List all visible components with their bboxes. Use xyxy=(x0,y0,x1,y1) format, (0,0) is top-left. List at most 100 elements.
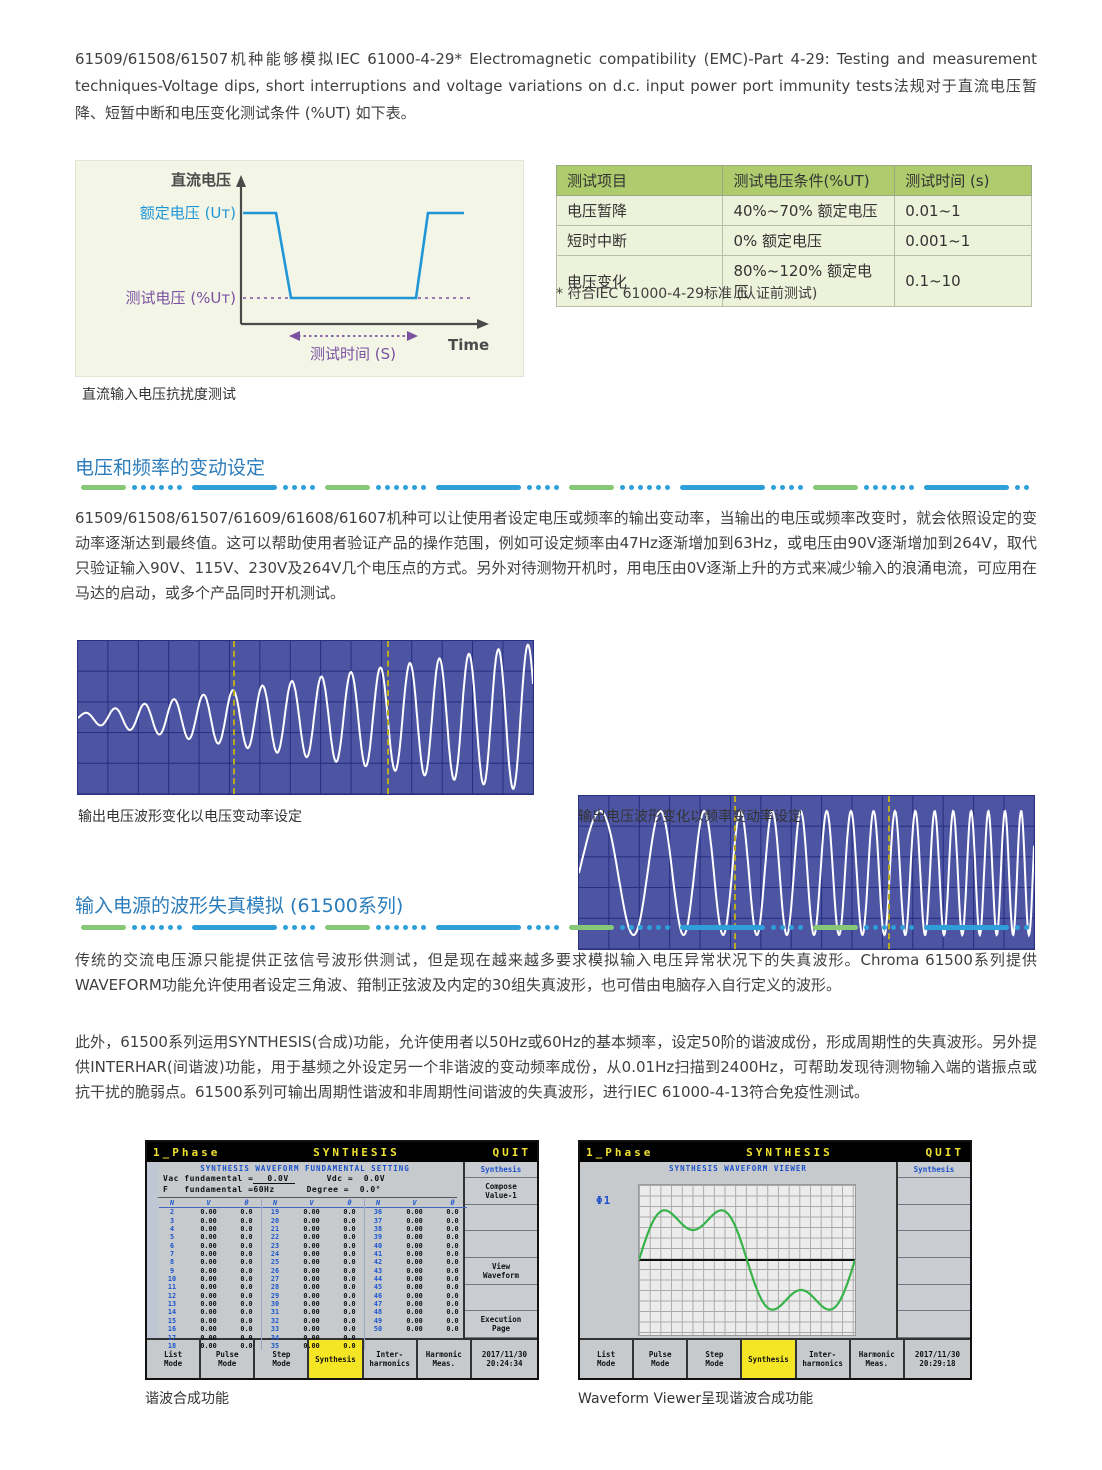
harmonics-cell: 0.00 xyxy=(303,1275,320,1284)
vdc-value: 0.0V xyxy=(363,1174,386,1183)
harmonics-cell: 30 xyxy=(270,1300,280,1309)
intro-paragraph: 61509/61508/61507机种能够模拟IEC 61000-4-29* E… xyxy=(75,50,1037,122)
voltage-dip-figure: 直流电压 额定电压 (Uт) 测试电压 (%Uт) Time 测试时间 (S) xyxy=(126,171,490,363)
harmonics-cell: 0.0 xyxy=(240,1233,253,1242)
harmonics-cell: 0.0 xyxy=(240,1333,253,1342)
decorative-divider xyxy=(75,484,1033,490)
harmonics-cell: 0.0 xyxy=(343,1266,356,1275)
soft-key-blank xyxy=(898,1231,970,1259)
harmonics-cell: 19 xyxy=(270,1208,280,1217)
scope-figure-voltage-slew xyxy=(77,640,534,795)
test-condition-table: 测试项目 测试电压条件(%UT) 测试时间 (s) 电压暂降 40%~70% 额定… xyxy=(555,165,1032,307)
quit-button: QUIT xyxy=(925,1145,964,1159)
synthesis-table-area: SYNTHESIS WAVEFORM FUNDAMENTAL SETTING V… xyxy=(147,1162,467,1351)
harmonics-cell: 0.00 xyxy=(406,1291,423,1300)
harmonics-cell: 0.0 xyxy=(446,1225,459,1234)
screen-subtitle: SYNTHESIS WAVEFORM FUNDAMENTAL SETTING xyxy=(200,1164,410,1173)
viewer-plot-area: SYNTHESIS WAVEFORM VIEWER Φ1 xyxy=(580,1162,898,1338)
screen-subtitle: SYNTHESIS WAVEFORM VIEWER xyxy=(669,1164,807,1173)
harmonics-cell: 0.0 xyxy=(446,1283,459,1292)
mode-button-pulse-mode: Pulse Mode xyxy=(634,1340,689,1378)
degree-value: 0.0° xyxy=(359,1185,381,1194)
harmonics-cell: 0.00 xyxy=(406,1275,423,1284)
harmonics-cell: 0.00 xyxy=(200,1283,217,1292)
harmonics-cell: 29 xyxy=(270,1291,280,1300)
harmonics-cell: 0.00 xyxy=(303,1333,320,1342)
soft-key-blank xyxy=(898,1311,970,1339)
scope-marker-line xyxy=(387,641,390,794)
harmonics-cell: 0.0 xyxy=(343,1333,356,1342)
harmonics-cell: 0.0 xyxy=(343,1341,356,1350)
harmonics-cell: 0.0 xyxy=(343,1308,356,1317)
harmonics-cell: 0.0 xyxy=(446,1216,459,1225)
harmonics-cell: 0.00 xyxy=(303,1341,320,1350)
harmonics-cell: 3 xyxy=(169,1216,175,1225)
section1-paragraph: 61509/61508/61507/61609/61608/61607机种可以让… xyxy=(75,509,1037,602)
panel-header: Synthesis xyxy=(898,1162,970,1178)
harmonics-cell: 0.0 xyxy=(240,1308,253,1317)
harmonics-cell: 0.00 xyxy=(303,1225,320,1234)
harmonics-cell: 0.0 xyxy=(343,1300,356,1309)
harmonics-cell: 0.00 xyxy=(200,1266,217,1275)
harmonics-cell: 35 xyxy=(270,1341,280,1350)
harmonics-cell: 0.00 xyxy=(406,1308,423,1317)
harmonics-cell: 49 xyxy=(373,1316,383,1325)
mode-button-synthesis: Synthesis xyxy=(309,1340,364,1378)
mode-button-pulse-mode: Pulse Mode xyxy=(201,1340,256,1378)
harmonics-cell: 41 xyxy=(373,1250,383,1259)
table-cell: 0% 额定电压 xyxy=(722,225,896,256)
harmonics-row: 9 0.00 0.0 26 0.00 0.0 43 0.00 0.0 xyxy=(147,1266,463,1276)
harmonics-cell: 0.0 xyxy=(343,1233,356,1242)
table-cell: 0.001~1 xyxy=(894,225,1032,256)
harmonics-cell: 0.0 xyxy=(446,1316,459,1325)
harmonics-cell: 0.00 xyxy=(200,1225,217,1234)
harmonics-cell: 0.0 xyxy=(240,1216,253,1225)
soft-key-blank xyxy=(898,1258,970,1285)
harmonics-cell: 0.0 xyxy=(343,1325,356,1334)
harmonics-cell: 0.00 xyxy=(406,1208,423,1217)
harmonics-cell: 0.0 xyxy=(446,1275,459,1284)
harmonics-cell: 0.00 xyxy=(200,1275,217,1284)
scope-marker-line xyxy=(232,641,235,794)
harmonics-cell: 39 xyxy=(373,1233,383,1242)
harmonics-row: 13 0.00 0.0 30 0.00 0.0 47 0.00 0.0 xyxy=(147,1300,463,1309)
harmonics-cell: 25 xyxy=(270,1258,280,1267)
phase-indicator: 1_Phase xyxy=(586,1145,654,1159)
mode-button-list-mode: List Mode xyxy=(580,1340,635,1378)
harmonics-row: 18 0.00 0.0 35 0.00 0.0 xyxy=(147,1341,463,1351)
decorative-divider xyxy=(75,924,1033,930)
harmonics-cell: 0.00 xyxy=(303,1258,320,1267)
mode-button-step-mode: Step Mode xyxy=(255,1340,310,1378)
soft-key-blank xyxy=(898,1205,970,1232)
harmonics-cell: 0.0 xyxy=(240,1258,253,1267)
diagram-rated-voltage-label: 额定电压 (Uт) xyxy=(140,204,236,222)
table-cell: 电压暂降 xyxy=(555,195,724,226)
harmonics-cell: 0.00 xyxy=(303,1208,320,1217)
harmonics-cell: 0.0 xyxy=(240,1241,253,1250)
harmonics-cell: 10 xyxy=(167,1275,177,1284)
harmonics-cell: 28 xyxy=(270,1283,280,1292)
frequency-ramp-waveform xyxy=(579,809,1034,938)
harmonics-cell: 15 xyxy=(167,1316,177,1325)
harmonics-cell: 0.00 xyxy=(303,1316,320,1325)
harmonics-cell: 44 xyxy=(373,1275,383,1284)
harmonics-cell: 8 xyxy=(169,1258,175,1267)
harmonics-row: 11 0.00 0.0 28 0.00 0.0 45 0.00 0.0 xyxy=(147,1283,463,1292)
harmonics-cell: 0.0 xyxy=(343,1291,356,1300)
harmonics-cell: 0.0 xyxy=(240,1275,253,1284)
harmonics-cell: 42 xyxy=(373,1258,383,1267)
harmonics-col-header: θ xyxy=(438,1199,467,1209)
harmonics-cell: 0.00 xyxy=(200,1291,217,1300)
soft-key-compose: Compose Value-1 xyxy=(465,1178,537,1205)
mode-button-step-mode: Step Mode xyxy=(688,1340,743,1378)
harmonics-cell: 0.0 xyxy=(240,1300,253,1309)
divider-line xyxy=(157,1197,457,1198)
table-footnote: * 符合IEC 61000-4-29标准 (认证前测试) xyxy=(556,286,818,302)
harmonics-cell: 0.00 xyxy=(200,1316,217,1325)
waveform-plot xyxy=(638,1184,856,1336)
synthesized-waveform xyxy=(639,1209,855,1311)
section2-paragraph1: 传统的交流电压源只能提供正弦信号波形供测试，但是现在越来越多要求模拟输入电压异常… xyxy=(75,951,1037,994)
harmonics-cell: 2 xyxy=(169,1208,175,1217)
harmonics-row: 7 0.00 0.0 24 0.00 0.0 41 0.00 0.0 xyxy=(147,1250,463,1259)
